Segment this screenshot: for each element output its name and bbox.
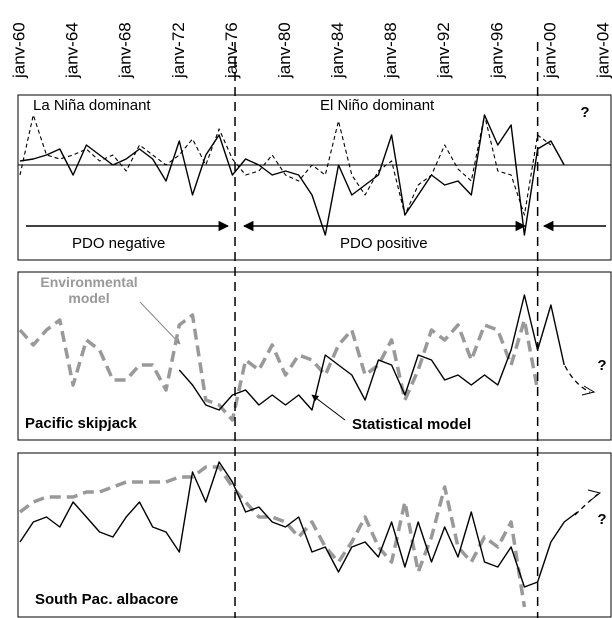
panel-label: South Pac. albacore — [35, 591, 178, 608]
pointer — [311, 394, 346, 421]
panel-frame — [17, 94, 612, 261]
series-line — [18, 313, 540, 422]
series-line — [19, 461, 578, 588]
series-line — [19, 114, 565, 236]
projection-head — [581, 385, 596, 396]
x-tick-label: janv-04 — [593, 22, 612, 79]
annotation: PDO positive — [340, 235, 428, 252]
x-tick-label: janv-80 — [275, 22, 294, 79]
x-tick-label: janv-68 — [116, 22, 135, 79]
panel-frame — [17, 452, 612, 618]
projection — [564, 365, 591, 393]
x-tick-label: janv-92 — [434, 22, 453, 79]
projection-head — [587, 489, 602, 501]
series-line — [18, 465, 527, 608]
x-tick-label: janv-76 — [222, 22, 241, 79]
legend-text: Environmental model — [40, 274, 138, 306]
legend-entry: Statistical model — [352, 416, 471, 433]
series-line — [178, 294, 565, 411]
x-tick-label: janv-84 — [328, 22, 347, 79]
annotation: ? — [597, 511, 606, 528]
annotation: El Niño dominant — [320, 97, 435, 114]
panel-frame — [17, 271, 612, 441]
legend-entry: Environmental model — [40, 274, 138, 306]
annotation: ? — [597, 357, 606, 374]
series-line — [19, 114, 552, 216]
pointer — [139, 301, 181, 345]
x-tick-label: janv-00 — [540, 22, 559, 79]
annotation: La Niña dominant — [33, 97, 151, 114]
panel-label: Pacific skipjack — [25, 415, 137, 432]
x-tick-label: janv-88 — [381, 22, 400, 79]
x-tick-label: janv-72 — [169, 22, 188, 79]
x-tick-label: janv-96 — [487, 22, 506, 79]
x-tick-label: janv-60 — [9, 22, 28, 79]
annotation: ? — [580, 104, 589, 121]
x-tick-label: janv-64 — [63, 22, 82, 79]
annotation: PDO negative — [72, 235, 165, 252]
